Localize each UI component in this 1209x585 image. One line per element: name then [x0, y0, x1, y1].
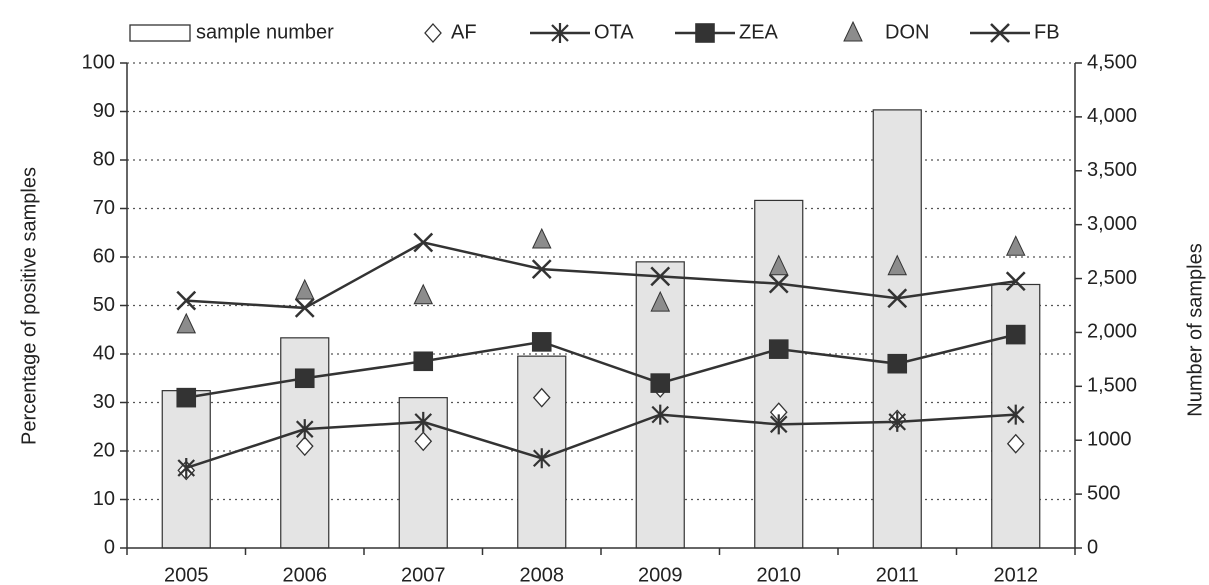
x-tick-label: 2010 — [757, 564, 802, 585]
y2-tick-label: 0 — [1087, 536, 1098, 558]
line — [186, 241, 1016, 310]
legend-label: OTA — [594, 21, 634, 43]
marker-cross — [176, 290, 197, 311]
bar — [872, 109, 922, 549]
marker-star — [177, 457, 196, 478]
x-tick-label: 2005 — [164, 564, 209, 585]
x-tick-label: 2011 — [876, 564, 919, 585]
y2-axis-label: Number of samples — [1184, 243, 1206, 416]
marker-star — [651, 404, 670, 425]
marker-triangle — [294, 278, 315, 300]
line — [185, 413, 1016, 470]
marker-cross — [1005, 271, 1026, 292]
marker-square — [531, 332, 552, 352]
y2-tick-label: 2,500 — [1087, 267, 1137, 289]
marker-triangle — [531, 227, 552, 249]
legend-label: AF — [451, 21, 477, 43]
marker-star — [1006, 404, 1025, 425]
marker-triangle — [887, 254, 908, 276]
y-tick-label: 0 — [104, 536, 115, 558]
marker-triangle — [768, 254, 789, 276]
marker-square — [1005, 324, 1026, 345]
legend-label: DON — [885, 21, 929, 43]
legend-item: sample number — [129, 21, 334, 43]
marker-square — [413, 351, 434, 372]
marker-square — [768, 339, 789, 359]
marker-diamond — [1006, 433, 1025, 454]
x-tick-label: 2006 — [283, 564, 328, 585]
y-tick-label: 50 — [93, 294, 115, 316]
y2-tick-label: 4,000 — [1087, 105, 1137, 127]
marker-diamond — [532, 387, 551, 408]
marker-square — [695, 23, 715, 43]
y-tick-label: 40 — [93, 342, 115, 364]
legend-label: sample number — [196, 21, 334, 43]
marker-star — [888, 411, 907, 432]
legend-item: FB — [970, 21, 1060, 43]
marker-triangle — [176, 312, 197, 334]
marker-square — [887, 353, 908, 374]
marker-star — [532, 448, 551, 469]
marker-cross — [294, 298, 315, 318]
y2-tick-label: 2,000 — [1087, 321, 1137, 343]
y-tick-label: 100 — [82, 51, 115, 73]
y-tick-label: 30 — [93, 391, 115, 413]
y-tick-label: 80 — [93, 148, 115, 170]
marker-star — [769, 414, 788, 435]
legend-item: ZEA — [675, 21, 779, 43]
x-tick-label: 2009 — [638, 564, 683, 585]
marker-diamond — [424, 23, 442, 43]
marker-square — [176, 387, 197, 408]
marker-square — [294, 368, 315, 389]
marker-cross — [768, 273, 789, 294]
marker-triangle — [650, 290, 671, 312]
legend-label: FB — [1034, 21, 1060, 43]
y2-tick-label: 3,500 — [1087, 159, 1137, 181]
y2-tick-label: 4,500 — [1087, 51, 1137, 73]
y2-tick-label: 1,500 — [1087, 375, 1137, 397]
marker-diamond — [295, 436, 314, 457]
legend-label: ZEA — [739, 21, 779, 43]
legend-item: OTA — [530, 21, 634, 43]
marker-triangle — [413, 283, 434, 305]
marker-star — [295, 419, 314, 440]
bar — [754, 199, 804, 549]
marker-cross — [887, 288, 908, 309]
y2-tick-label: 500 — [1087, 482, 1120, 504]
y-tick-label: 70 — [93, 197, 115, 219]
marker-cross — [413, 232, 434, 253]
marker-diamond — [414, 431, 433, 452]
y-tick-label: 90 — [93, 100, 115, 122]
marker-star — [551, 23, 569, 43]
marker-cross — [531, 259, 552, 280]
y-tick-label: 60 — [93, 245, 115, 267]
x-tick-label: 2012 — [994, 564, 1039, 585]
x-tick-label: 2007 — [401, 564, 446, 585]
y-tick-label: 20 — [93, 439, 115, 461]
legend-item: DON — [843, 20, 929, 43]
line — [186, 333, 1017, 399]
y-axis-label: Percentage of positive samples — [18, 167, 40, 445]
legend-swatch — [129, 24, 191, 42]
marker-cross — [650, 266, 671, 287]
marker-triangle — [843, 20, 863, 42]
y2-tick-label: 3,000 — [1087, 213, 1137, 235]
marker-cross — [990, 23, 1010, 43]
marker-star — [414, 411, 433, 432]
y-tick-label: 10 — [93, 488, 115, 510]
marker-triangle — [1005, 235, 1026, 256]
x-tick-label: 2008 — [520, 564, 565, 585]
marker-square — [650, 373, 671, 393]
legend-item: AF — [424, 21, 477, 43]
y2-tick-label: 1000 — [1087, 429, 1132, 451]
